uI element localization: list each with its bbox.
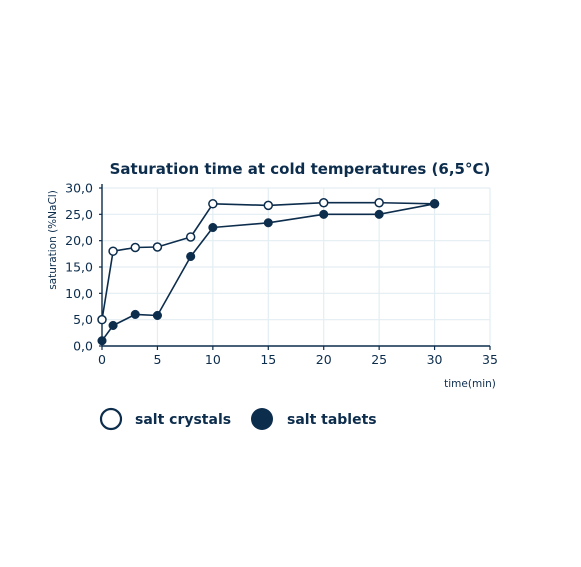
data-point-salt-crystals [374, 197, 384, 208]
data-point-salt-tablets [152, 310, 162, 321]
data-point-salt-tablets [319, 209, 329, 219]
data-point-salt-tablets [374, 209, 384, 219]
data-point-salt-tablets [208, 222, 218, 233]
x-tick-label: 0 [98, 352, 106, 367]
axes [101, 184, 490, 347]
legend-marker-open-circle [99, 407, 123, 431]
y-tick-label: 25,0 [65, 207, 93, 222]
series-line-salt-tablets [101, 203, 435, 342]
y-axis-label: saturation (%NaCl) [47, 190, 59, 290]
data-point-salt-crystals [263, 200, 274, 211]
x-tick-label: 30 [427, 352, 443, 367]
x-tick-label: 10 [205, 352, 221, 367]
series-layer [97, 197, 440, 346]
y-tick-label: 0,0 [73, 339, 93, 354]
data-point-salt-crystals [97, 314, 107, 325]
legend: salt crystals salt tablets [99, 407, 377, 431]
legend-item-salt-crystals: salt crystals [99, 407, 231, 431]
data-point-salt-crystals [152, 242, 163, 252]
x-axis-ticks: 0 5 10 15 20 25 30 35 [98, 346, 498, 367]
grid [101, 187, 491, 347]
data-point-salt-crystals [318, 197, 329, 208]
legend-item-salt-tablets: salt tablets [251, 408, 377, 430]
series-line-salt-crystals [101, 201, 435, 320]
data-point-salt-tablets [130, 309, 140, 319]
data-point-salt-crystals [130, 242, 141, 253]
y-tick-label: 10,0 [65, 286, 93, 301]
x-tick-label: 35 [482, 352, 498, 367]
data-point-salt-tablets [97, 336, 107, 346]
chart-title: Saturation time at cold temperatures (6,… [110, 160, 491, 178]
data-point-salt-crystals [108, 246, 118, 256]
data-point-salt-tablets [430, 199, 440, 209]
y-tick-label: 15,0 [65, 260, 93, 275]
data-point-salt-tablets [108, 320, 118, 331]
data-point-salt-crystals [208, 199, 218, 209]
series-salt-tablets [97, 199, 440, 346]
x-tick-label: 5 [153, 352, 161, 367]
y-tick-label: 30,0 [65, 181, 93, 196]
x-tick-label: 15 [260, 352, 276, 367]
y-tick-label: 20,0 [65, 233, 93, 248]
data-point-salt-tablets [263, 218, 273, 228]
legend-label-salt-tablets: salt tablets [287, 412, 377, 428]
y-axis-ticks: 0,0 5,0 10,0 15,0 20,0 25,0 30,0 [65, 181, 102, 354]
data-point-salt-crystals [185, 232, 196, 242]
y-tick-label: 5,0 [73, 312, 93, 327]
x-axis-label: time(min) [444, 378, 496, 390]
x-tick-label: 25 [371, 352, 387, 367]
legend-label-salt-crystals: salt crystals [135, 412, 231, 428]
data-point-salt-tablets [186, 251, 196, 262]
x-tick-label: 20 [316, 352, 332, 367]
legend-marker-filled-circle [251, 408, 273, 430]
